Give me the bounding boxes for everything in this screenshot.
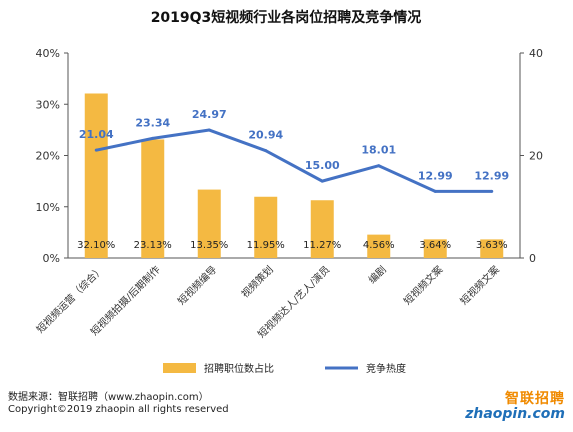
right-tick-label: 40: [529, 47, 543, 60]
bar-value-label: 3.63%: [476, 240, 508, 251]
right-tick-label: 0: [529, 252, 536, 265]
category-label: 编剧: [366, 263, 389, 286]
zhaopin-logo: 智联招聘 zhaopin.com: [445, 388, 565, 424]
line-value-label: 15.00: [305, 159, 340, 172]
line-value-label: 23.34: [135, 116, 170, 129]
bar: [141, 139, 165, 258]
line-point: [264, 149, 268, 153]
bar: [310, 200, 334, 258]
bar-value-label: 11.27%: [303, 240, 341, 251]
bar: [367, 234, 391, 258]
legend-line-label: 竞争热度: [366, 362, 406, 375]
line-point: [320, 179, 324, 183]
competition-line: [95, 128, 492, 193]
bar-value-label: 23.13%: [134, 240, 172, 251]
category-label: 短视频文案: [401, 263, 446, 308]
chart-title: 2019Q3短视频行业各岗位招聘及竞争情况: [151, 9, 422, 26]
left-tick-label: 10%: [36, 201, 60, 214]
category-label: 视频策划: [238, 263, 275, 300]
line-value-label: 18.01: [361, 144, 396, 157]
bar-value-label: 11.95%: [247, 240, 285, 251]
legend-bar-label: 招聘职位数占比: [204, 362, 274, 375]
bar: [480, 239, 504, 258]
bar-value-label: 32.10%: [77, 240, 115, 251]
left-tick-label: 20%: [36, 150, 60, 163]
line-value-label: 20.94: [248, 129, 283, 142]
line-value-label: 24.97: [192, 108, 227, 121]
line-point: [151, 136, 155, 140]
line-point: [377, 164, 381, 168]
category-label: 短视频文案: [457, 263, 502, 308]
bar: [197, 189, 221, 258]
line-value-label: 21.04: [79, 128, 114, 141]
left-tick-label: 30%: [36, 98, 60, 111]
line-point: [94, 148, 98, 152]
logo-cn-text: 智联招聘: [505, 391, 565, 407]
left-tick-label: 0%: [43, 252, 60, 265]
source-note: 数据来源：智联招聘（www.zhaopin.com）: [8, 392, 209, 403]
bar: [423, 239, 447, 258]
category-label: 短视频编导: [175, 263, 220, 308]
bar: [254, 196, 278, 258]
legend-bar-swatch: [163, 363, 196, 373]
line-value-label: 12.99: [474, 169, 509, 182]
copyright-note: Copyright©2019 zhaopin all rights reserv…: [8, 404, 229, 415]
bar-value-label: 4.56%: [363, 240, 395, 251]
bar-value-label: 3.64%: [419, 240, 451, 251]
logo-en-text: zhaopin.com: [465, 406, 565, 422]
line-value-label: 12.99: [418, 169, 453, 182]
line-point: [433, 189, 437, 193]
bar: [84, 93, 108, 258]
left-tick-label: 40%: [36, 47, 60, 60]
bar-value-label: 13.35%: [190, 240, 228, 251]
right-tick-label: 20: [529, 150, 543, 163]
line-point: [207, 128, 211, 132]
line-point: [490, 189, 494, 193]
